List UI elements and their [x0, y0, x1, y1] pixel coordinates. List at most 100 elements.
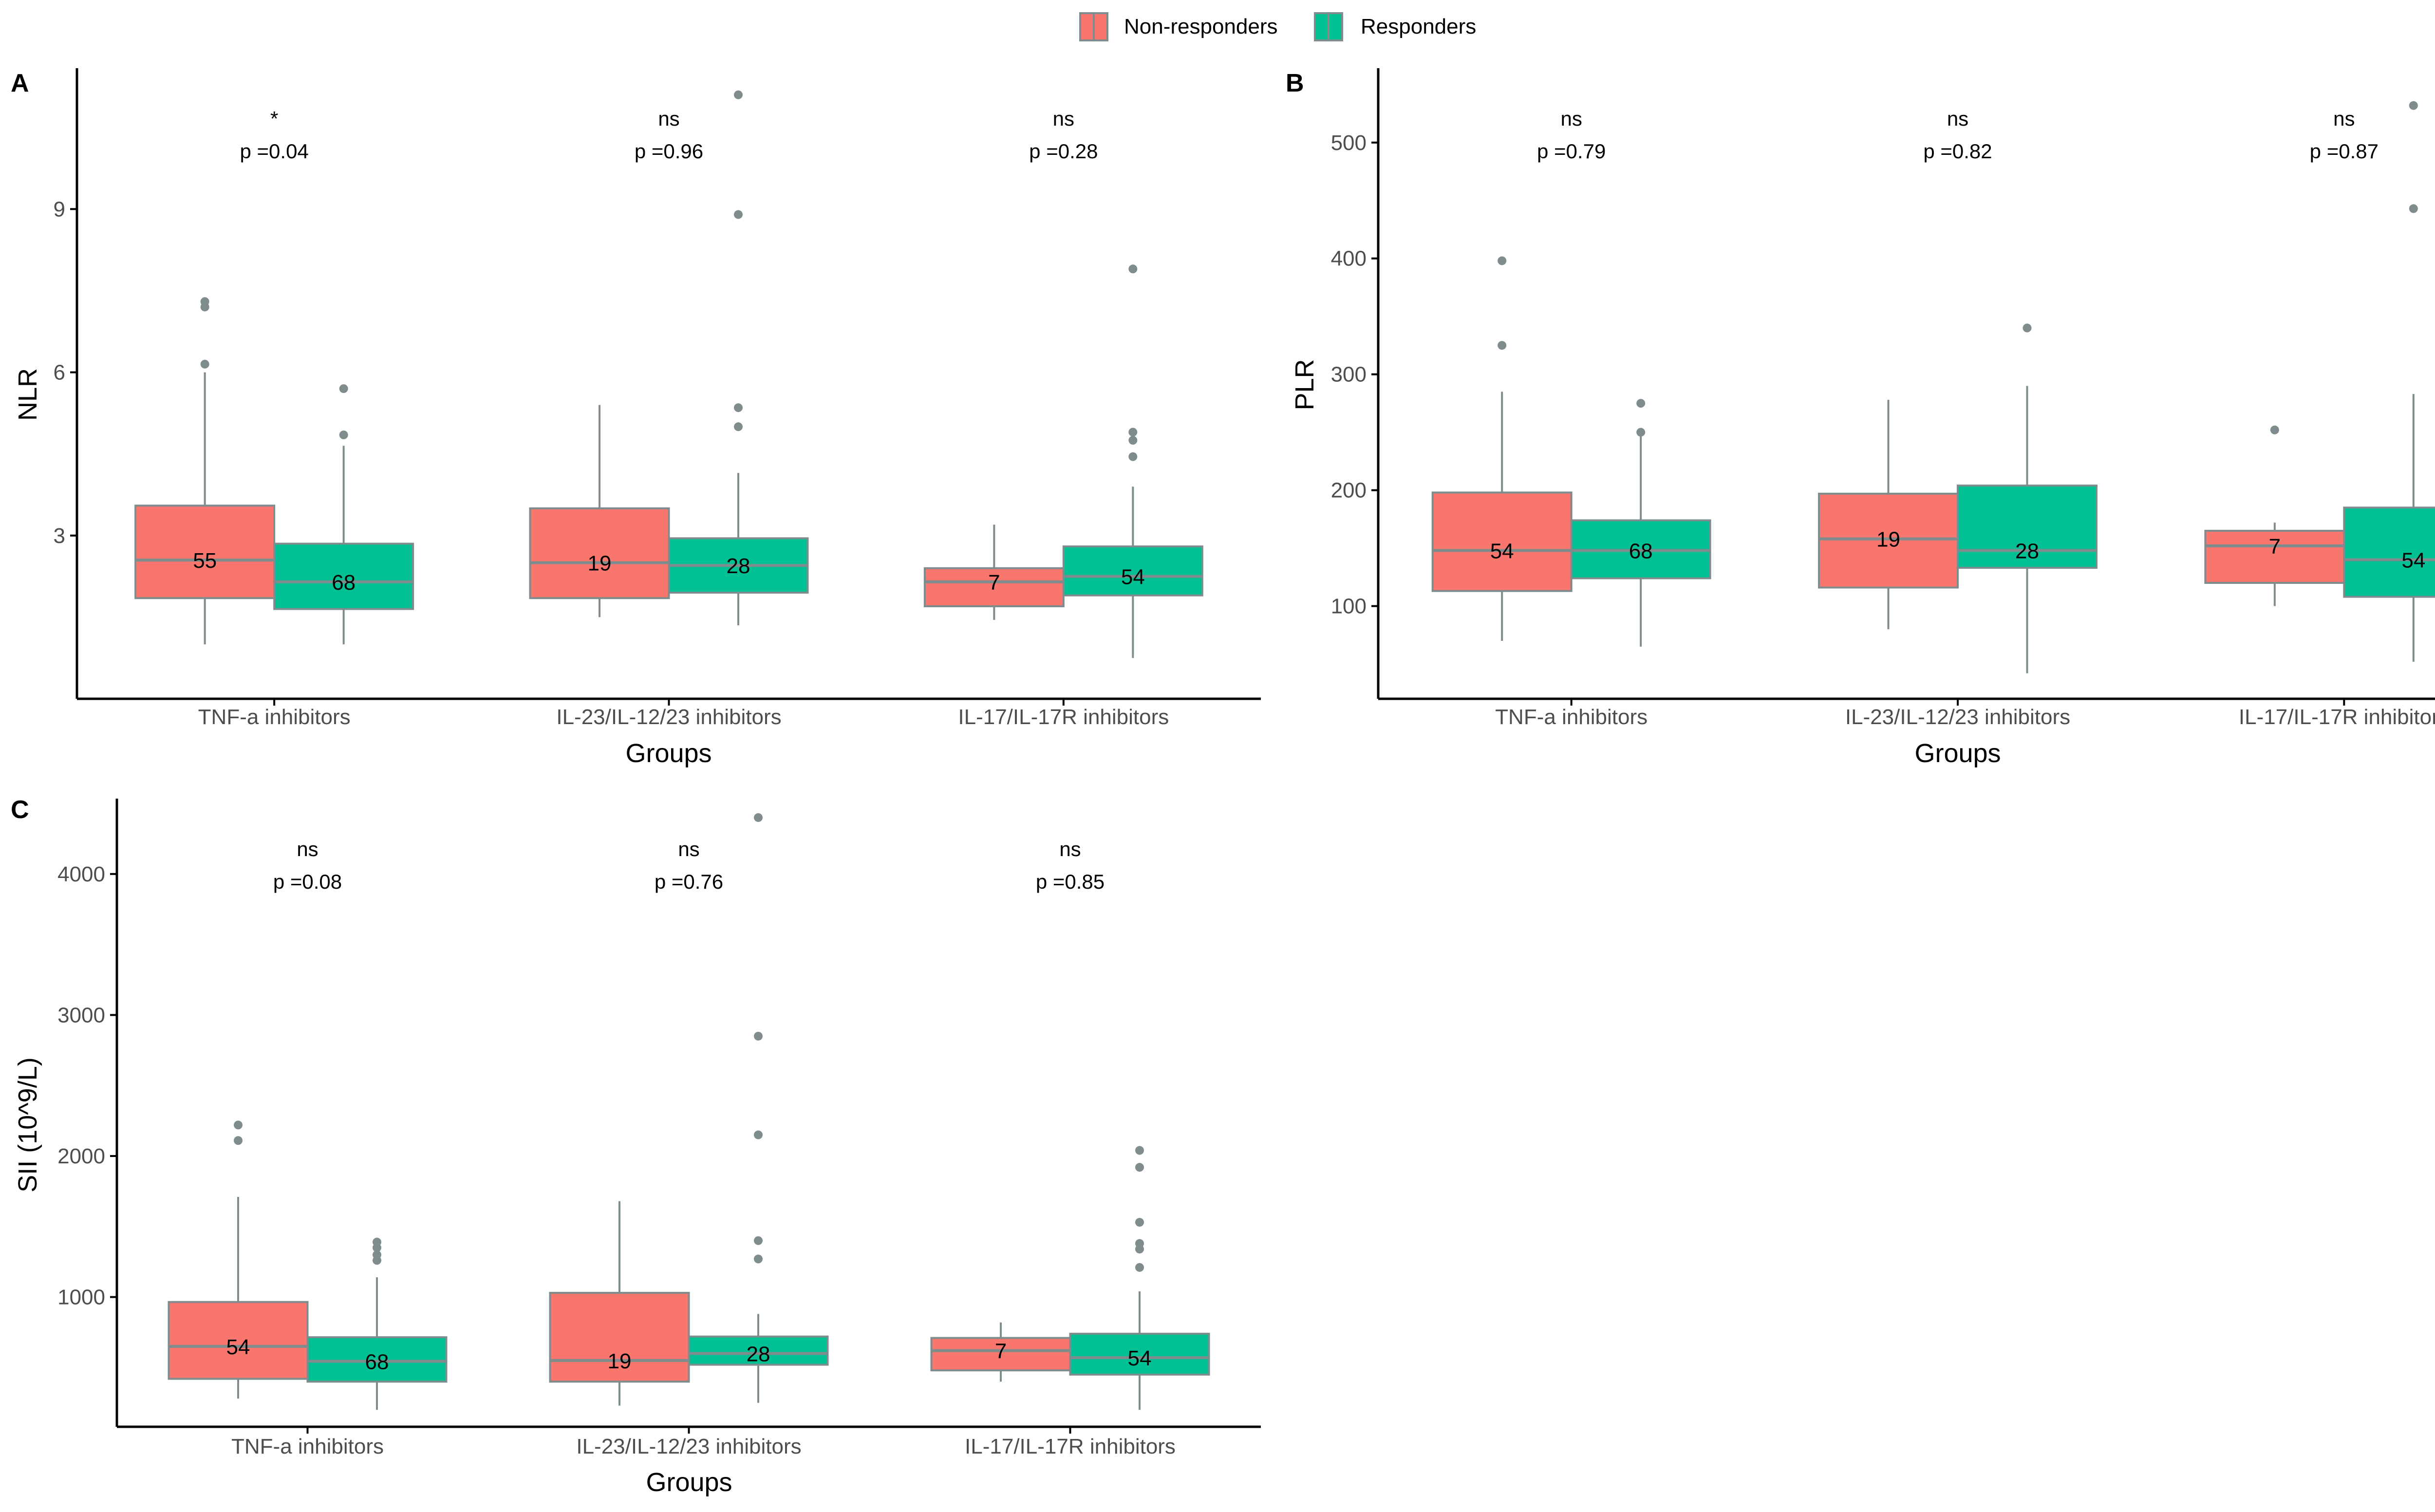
- panel-a-non-responders-il-17-il-17r-inhibitors-n-label: 7: [988, 571, 1000, 595]
- panel-b-non-responders-il-17-il-17r-inhibitors-n-label: 7: [2269, 535, 2281, 559]
- panel-a-responders-il-23-il-12-23-inhibitors-outlier: [734, 90, 743, 99]
- panel-c-x-tick-label-tnf-a-inhibitors: TNF-a inhibitors: [231, 1435, 384, 1458]
- panel-b-pvalue-il-23-il-12-23-inhibitors: p =0.82: [1923, 140, 1992, 163]
- panel-c-non-responders-tnf-a-inhibitors-n-label: 54: [226, 1335, 250, 1359]
- panel-a-responders-il-17-il-17r-inhibitors-outlier: [1128, 452, 1138, 461]
- panel-c-responders-il-23-il-12-23-inhibitors-outlier: [754, 813, 763, 822]
- panel-b-y-tick-label: 200: [1331, 479, 1367, 503]
- panel-c-ylabel: SII (10^9/L): [13, 1057, 42, 1192]
- panel-b-y-tick-label: 400: [1331, 247, 1367, 271]
- panel-a-ylabel: NLR: [13, 368, 42, 421]
- panel-c: C SII (10^9/L) Groups 1000 2000 3000 4000 TN…: [11, 796, 1261, 1497]
- panel-a-pvalue-il-17-il-17r-inhibitors: p =0.28: [1029, 140, 1098, 163]
- panel-a-y-tick-label: 6: [54, 361, 65, 385]
- panel-a-xlabel: Groups: [625, 739, 712, 768]
- panel-b-responders-tnf-a-inhibitors-outlier: [1636, 428, 1646, 437]
- panel-b-non-responders-tnf-a-inhibitors-n-label: 54: [1490, 539, 1514, 563]
- panel-b-non-responders-il-23-il-12-23-inhibitors-box: [1818, 492, 1959, 589]
- panel-b: B PLR Groups 100 200 300 400 500 TNF-a inhibi…: [1286, 68, 2435, 768]
- panel-a-y-tick-label: 9: [54, 197, 65, 221]
- panel-a-x-tick-label-il-23-il-12-23-inhibitors: IL-23/IL-12/23 inhibitors: [556, 705, 781, 729]
- panel-b-non-responders-tnf-a-inhibitors-box: [1431, 491, 1573, 592]
- panel-b-responders-il-17-il-17r-inhibitors-box: [2343, 506, 2435, 598]
- panel-b-responders-il-17-il-17r-inhibitors-n-label: 54: [2401, 548, 2425, 572]
- panel-b-responders-il-23-il-12-23-inhibitors-n-label: 28: [2015, 539, 2039, 563]
- panel-c-responders-il-23-il-12-23-inhibitors-outlier: [754, 1236, 763, 1245]
- panel-c-xlabel: Groups: [646, 1468, 732, 1497]
- panel-a-responders-tnf-a-inhibitors-outlier: [339, 384, 348, 393]
- panel-a-responders-il-17-il-17r-inhibitors-box: [1062, 545, 1203, 597]
- panel-b-xlabel: Groups: [1914, 739, 2001, 768]
- panel-c-responders-il-17-il-17r-inhibitors-box: [1069, 1332, 1210, 1376]
- panel-c-responders-il-17-il-17r-inhibitors-outlier: [1135, 1218, 1144, 1227]
- panel-b-x-tick-label-il-17-il-17r-inhibitors: IL-17/IL-17R inhibitors: [2239, 705, 2435, 729]
- panel-b-non-responders-il-17-il-17r-inhibitors-outlier: [2270, 425, 2279, 434]
- panel-c-non-responders-il-17-il-17r-inhibitors-box: [930, 1337, 1071, 1372]
- panel-c-non-responders-il-23-il-12-23-inhibitors-n-label: 19: [608, 1349, 632, 1373]
- panel-c-responders-il-23-il-12-23-inhibitors-n-label: 28: [747, 1342, 770, 1366]
- panel-a-y-tick-label: 3: [54, 524, 65, 548]
- panel-b-y-tick-label: 300: [1331, 363, 1367, 387]
- panel-b-x-tick-label-il-23-il-12-23-inhibitors: IL-23/IL-12/23 inhibitors: [1845, 705, 2070, 729]
- legend-label-non-responders: Non-responders: [1124, 15, 1278, 38]
- panel-c-sig-il-23-il-12-23-inhibitors: ns: [678, 838, 699, 860]
- panel-a-responders-il-17-il-17r-inhibitors-outlier: [1128, 264, 1138, 274]
- panel-b-y-tick-label: 500: [1331, 131, 1367, 155]
- panel-c-y-tick-label: 3000: [57, 1003, 105, 1027]
- panel-b-tag: B: [1286, 69, 1304, 97]
- panel-a-responders-il-23-il-12-23-inhibitors-outlier: [734, 210, 743, 219]
- panel-b-responders-il-23-il-12-23-inhibitors-box: [1957, 485, 2098, 569]
- panel-c-responders-tnf-a-inhibitors-outlier: [373, 1237, 381, 1247]
- panel-a-responders-il-17-il-17r-inhibitors-n-label: 54: [1121, 565, 1145, 589]
- panel-a-responders-tnf-a-inhibitors-n-label: 68: [332, 571, 356, 595]
- panel-c-non-responders-il-17-il-17r-inhibitors-n-label: 7: [995, 1340, 1007, 1363]
- panel-a-x-tick-label-tnf-a-inhibitors: TNF-a inhibitors: [198, 705, 351, 729]
- panel-b-pvalue-il-17-il-17r-inhibitors: p =0.87: [2310, 140, 2379, 163]
- panel-b-ylabel: PLR: [1290, 359, 1319, 410]
- panel-c-y-tick-label: 4000: [57, 862, 105, 886]
- panel-c-responders-tnf-a-inhibitors-n-label: 68: [365, 1350, 389, 1374]
- panel-b-non-responders-il-23-il-12-23-inhibitors-n-label: 19: [1876, 528, 1900, 552]
- panel-b-non-responders-tnf-a-inhibitors-outlier: [1498, 256, 1507, 265]
- panel-a-tag: A: [11, 69, 29, 97]
- panel-c-responders-il-23-il-12-23-inhibitors-outlier: [754, 1130, 763, 1139]
- legend-item-responders[interactable]: Responders: [1314, 12, 1476, 41]
- panel-b-sig-il-17-il-17r-inhibitors: ns: [2333, 107, 2355, 130]
- panel-c-responders-il-23-il-12-23-inhibitors-box: [688, 1335, 829, 1366]
- panel-c-pvalue-il-17-il-17r-inhibitors: p =0.85: [1036, 870, 1105, 893]
- panel-c-pvalue-tnf-a-inhibitors: p =0.08: [273, 870, 342, 893]
- panel-c-responders-il-23-il-12-23-inhibitors-outlier: [754, 1031, 763, 1041]
- legend-item-non-responders[interactable]: Non-responders: [1079, 12, 1278, 41]
- panel-a-non-responders-tnf-a-inhibitors-outlier: [200, 297, 209, 306]
- panel-b-pvalue-tnf-a-inhibitors: p =0.79: [1537, 140, 1606, 163]
- panel-c-x-tick-label-il-17-il-17r-inhibitors: IL-17/IL-17R inhibitors: [965, 1435, 1176, 1458]
- panel-a-non-responders-il-17-il-17r-inhibitors-box: [923, 567, 1065, 608]
- panel-c-non-responders-tnf-a-inhibitors-outlier: [234, 1136, 243, 1145]
- panel-a-sig-tnf-a-inhibitors: *: [270, 107, 278, 130]
- panel-c-non-responders-tnf-a-inhibitors-box: [168, 1301, 309, 1380]
- panel-c-responders-il-17-il-17r-inhibitors-outlier: [1135, 1263, 1144, 1272]
- panel-b-plot: 100 200 300 400 500 TNF-a inhibitors IL-23/IL-…: [1331, 68, 2435, 729]
- panel-c-sig-il-17-il-17r-inhibitors: ns: [1059, 838, 1081, 860]
- panel-c-responders-il-17-il-17r-inhibitors-outlier: [1135, 1239, 1144, 1248]
- panel-b-non-responders-tnf-a-inhibitors-outlier: [1498, 341, 1507, 350]
- panel-a-pvalue-il-23-il-12-23-inhibitors: p =0.96: [635, 140, 703, 163]
- panel-c-responders-il-23-il-12-23-inhibitors-outlier: [754, 1254, 763, 1264]
- panel-b-responders-tnf-a-inhibitors-outlier: [1636, 399, 1646, 408]
- panel-c-non-responders-tnf-a-inhibitors-outlier: [234, 1120, 243, 1130]
- panel-b-sig-tnf-a-inhibitors: ns: [1560, 107, 1582, 130]
- panel-a-responders-tnf-a-inhibitors-outlier: [339, 430, 348, 440]
- panel-c-x-tick-label-il-23-il-12-23-inhibitors: IL-23/IL-12/23 inhibitors: [576, 1435, 801, 1458]
- panel-a-responders-il-23-il-12-23-inhibitors-outlier: [734, 403, 743, 412]
- panel-b-responders-tnf-a-inhibitors-n-label: 68: [1629, 539, 1653, 563]
- panel-a-sig-il-23-il-12-23-inhibitors: ns: [658, 107, 679, 130]
- panel-c-responders-tnf-a-inhibitors-box: [306, 1336, 448, 1383]
- panel-b-x-tick-label-tnf-a-inhibitors: TNF-a inhibitors: [1495, 705, 1648, 729]
- panel-b-sig-il-23-il-12-23-inhibitors: ns: [1947, 107, 1968, 130]
- panel-c-pvalue-il-23-il-12-23-inhibitors: p =0.76: [655, 870, 723, 893]
- panel-c-plot: 1000 2000 3000 4000 TNF-a inhibitors IL-23/IL…: [57, 799, 1261, 1458]
- panel-c-y-tick-label: 2000: [57, 1144, 105, 1168]
- panel-a-responders-tnf-a-inhibitors-box: [273, 542, 414, 610]
- panel-c-responders-il-17-il-17r-inhibitors-n-label: 54: [1128, 1346, 1152, 1370]
